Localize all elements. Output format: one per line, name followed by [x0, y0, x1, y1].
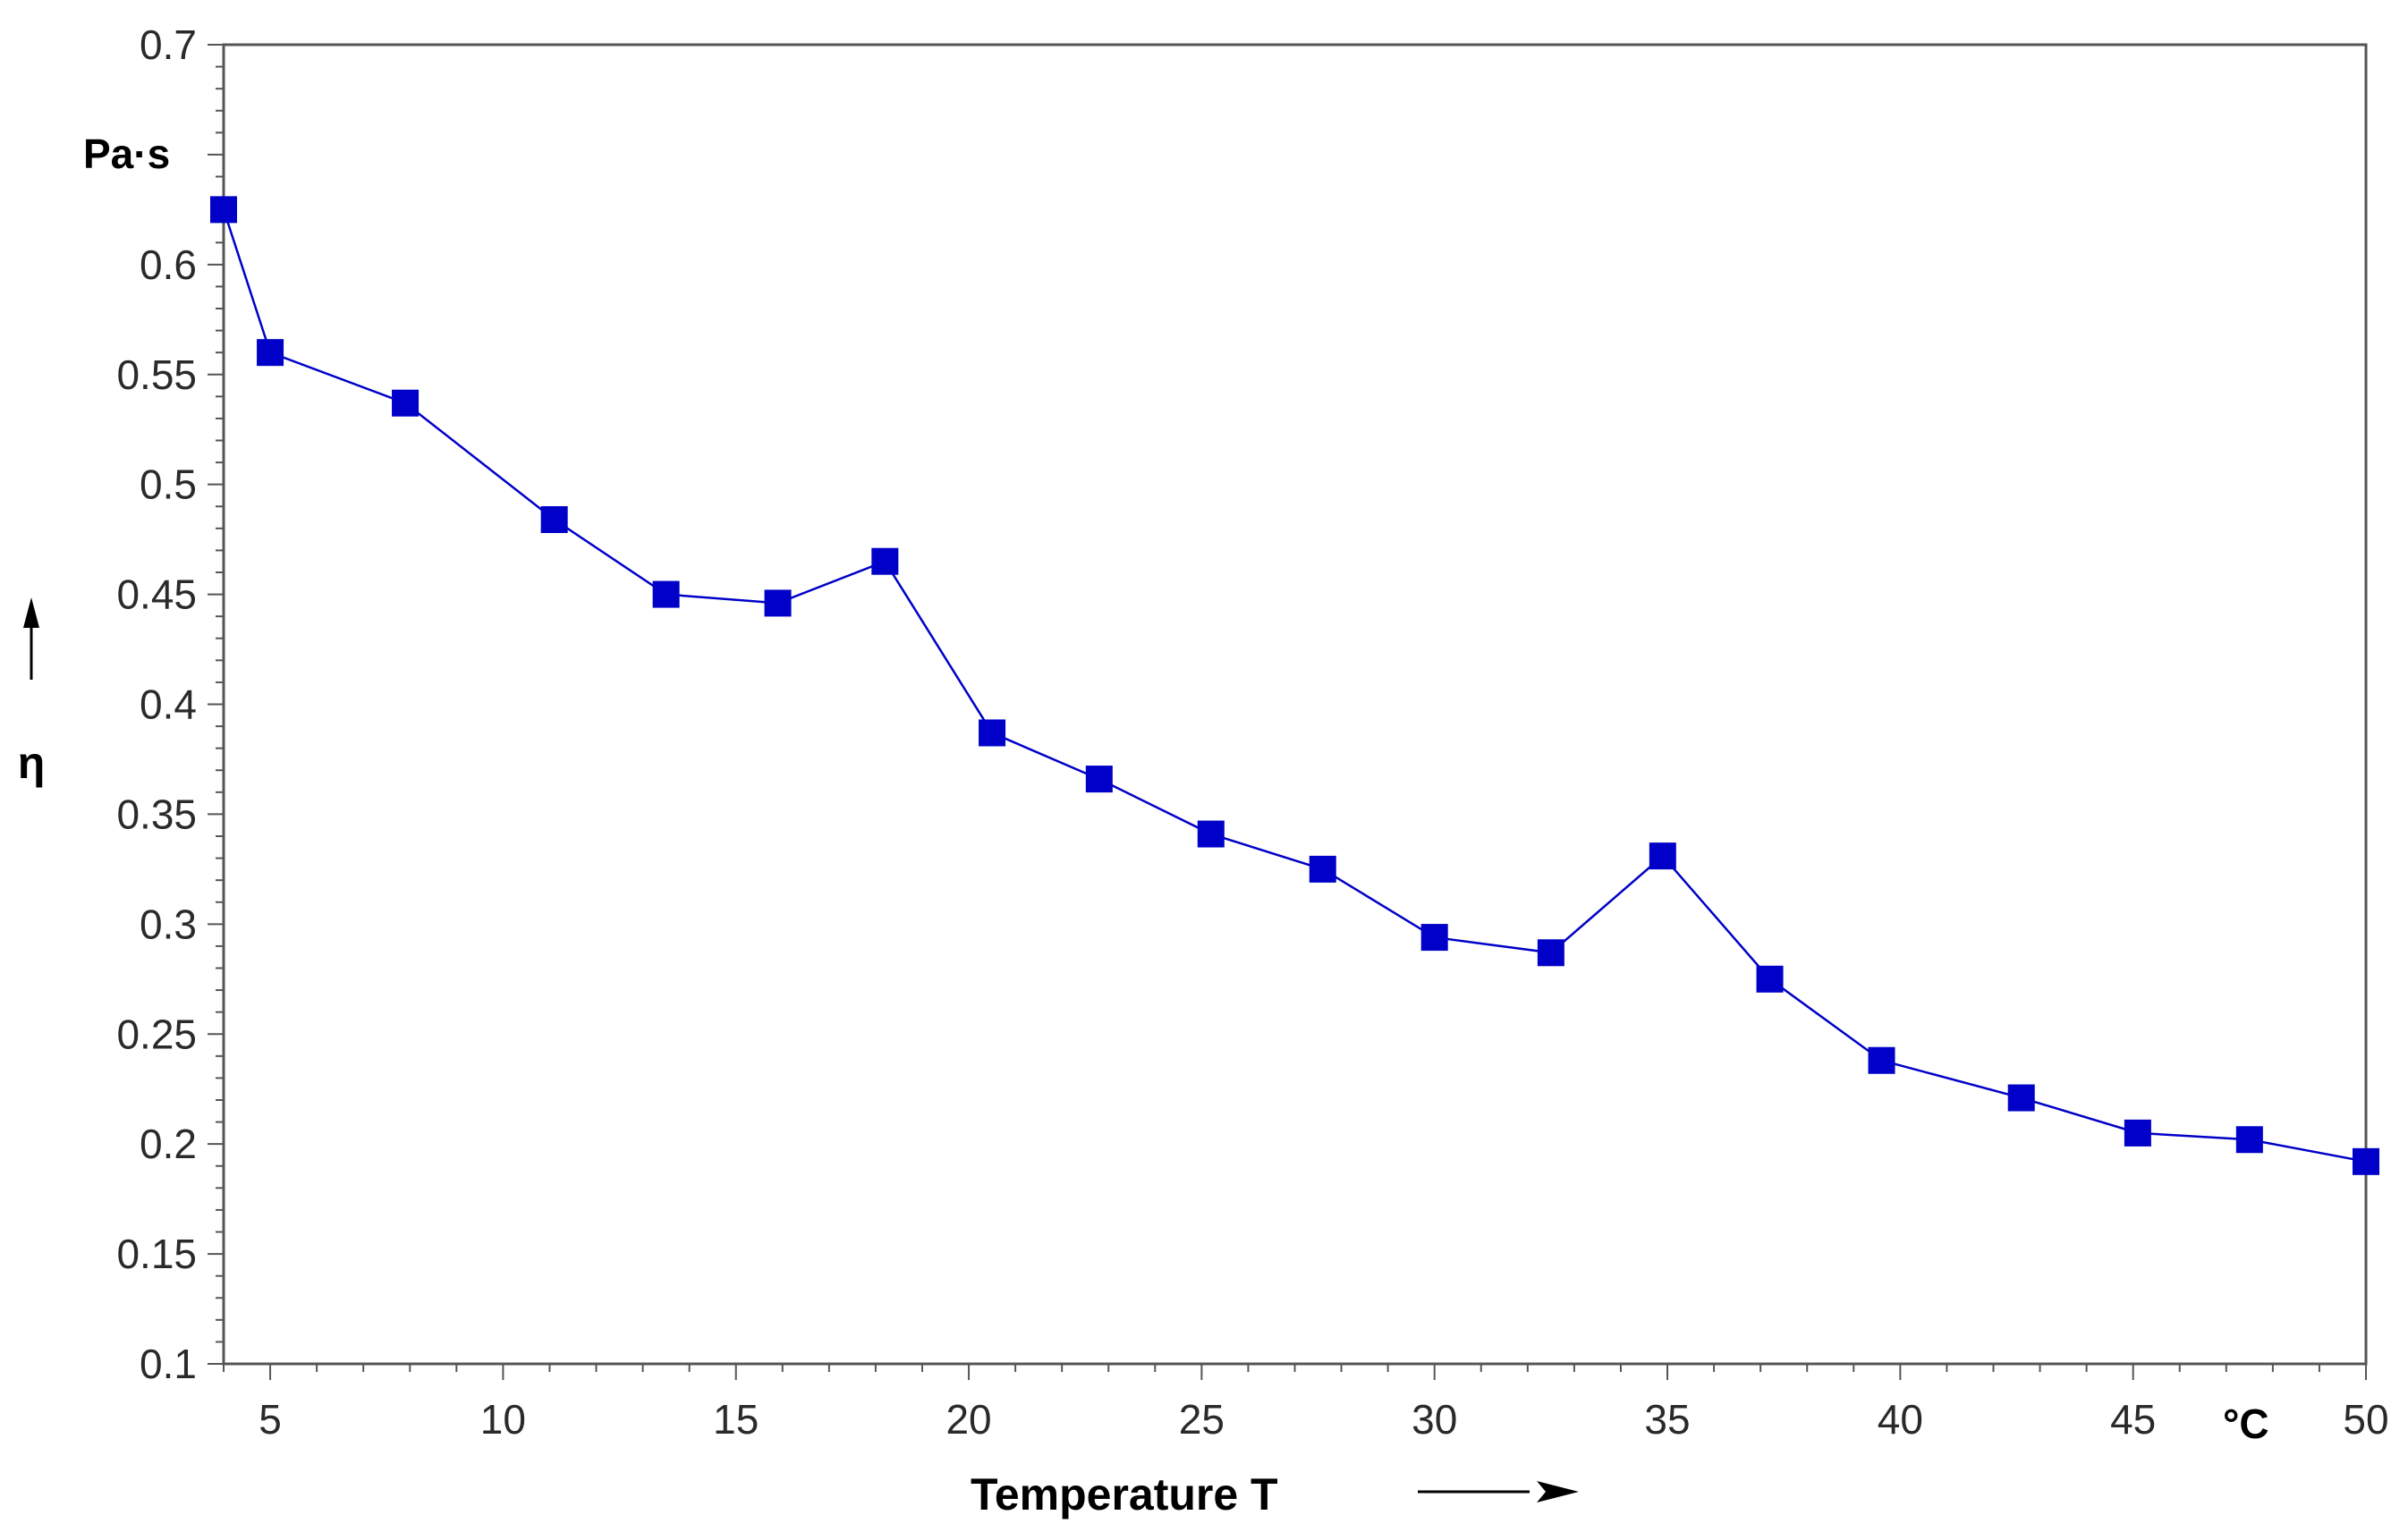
series-line: [222, 208, 2367, 1164]
data-point-marker: [1868, 1046, 1895, 1074]
data-point-marker: [1197, 820, 1225, 848]
x-tick-label: 25: [1179, 1396, 1225, 1443]
y-tick-label: 0.35: [116, 791, 197, 837]
x-tick-label: 10: [480, 1396, 526, 1443]
data-point-marker: [764, 589, 792, 617]
data-point-marker: [392, 389, 420, 417]
x-tick-label: 20: [945, 1396, 991, 1443]
y-tick-label: 0.15: [116, 1231, 197, 1277]
data-point-marker: [871, 547, 899, 575]
series-layer: [210, 196, 2379, 1175]
y-tick-label: 0.2: [140, 1121, 197, 1167]
x-tick-label: 35: [1644, 1396, 1690, 1443]
y-axis-title: η: [18, 738, 46, 788]
data-point-marker: [1537, 939, 1564, 967]
y-axis: 0.1 0.15 0.2 0.25 0.3 0.35 0.4 0.45 0.5 0.55 0.6 0.…: [116, 21, 224, 1387]
y-tick-label: 0.4: [140, 681, 197, 728]
y-unit-label: Pa·s: [83, 131, 170, 177]
x-tick-label: 15: [713, 1396, 759, 1443]
data-point-marker: [652, 580, 680, 608]
y-tick-label: 0.55: [116, 351, 197, 398]
data-point-marker: [2007, 1084, 2035, 1112]
x-unit-label: °C: [2223, 1401, 2269, 1447]
data-point-marker: [1649, 842, 1676, 870]
x-axis: 5 10 15 20 25 30 35 40 45 50: [223, 1364, 2389, 1443]
data-point-marker: [2353, 1147, 2379, 1175]
y-tick-label: 0.7: [140, 21, 197, 68]
x-tick-label: 5: [259, 1396, 282, 1443]
data-point-marker: [979, 719, 1006, 747]
data-point-marker: [210, 196, 237, 224]
y-tick-label: 0.45: [116, 571, 197, 618]
x-axis-title: Temperature T: [971, 1469, 1278, 1519]
plot-frame: [222, 43, 2368, 1366]
x-tick-label: 45: [2110, 1396, 2156, 1443]
y-tick-label: 0.6: [140, 241, 197, 288]
data-point-marker: [1085, 766, 1113, 793]
x-axis-arrow-icon: [1418, 1481, 1579, 1502]
x-tick-label: 40: [1878, 1396, 1923, 1443]
x-tick-label: 30: [1412, 1396, 1457, 1443]
data-point-marker: [1420, 924, 1448, 952]
data-point-marker: [2235, 1126, 2263, 1154]
y-axis-arrow-icon: [23, 597, 39, 680]
y-tick-label: 0.25: [116, 1011, 197, 1057]
y-tick-label: 0.1: [140, 1341, 197, 1387]
data-point-marker: [2124, 1119, 2151, 1147]
x-tick-label: 50: [2343, 1396, 2388, 1443]
y-tick-label: 0.5: [140, 461, 197, 508]
data-point-marker: [540, 506, 568, 533]
y-tick-label: 0.3: [140, 901, 197, 947]
data-point-marker: [1756, 965, 1784, 993]
data-point-marker: [1309, 855, 1336, 883]
data-point-marker: [257, 339, 284, 367]
